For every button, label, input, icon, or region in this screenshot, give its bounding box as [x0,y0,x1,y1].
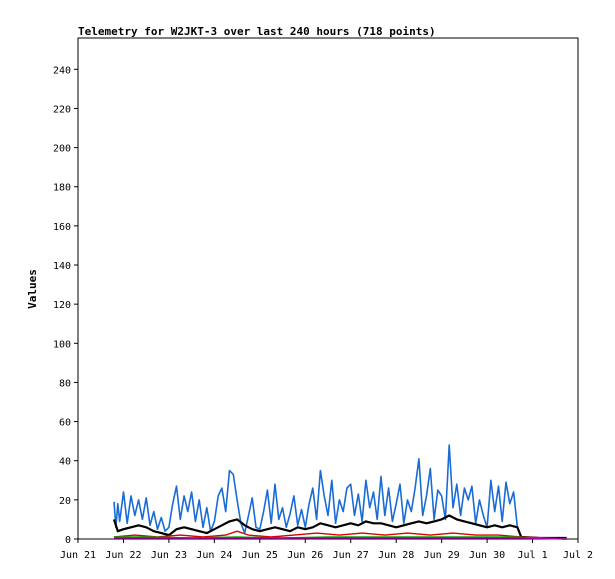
x-tick-label: Jun 22 [105,550,141,561]
y-tick-label: 100 [53,339,71,350]
x-tick-label: Jun 29 [424,550,460,561]
y-tick-label: 120 [53,300,71,311]
x-tick-label: Jun 27 [333,550,369,561]
x-tick-label: Jun 23 [151,550,187,561]
y-tick-label: 60 [59,418,71,429]
y-tick-label: 200 [53,144,71,155]
y-tick-label: 240 [53,65,71,76]
x-tick-label: Jun 28 [378,550,414,561]
x-tick-label: Jun 30 [469,550,505,561]
x-tick-label: Jul 2 [563,550,593,561]
y-tick-label: 0 [65,535,71,546]
plot-area [77,37,579,540]
x-tick-label: Jun 24 [196,550,232,561]
series-line-1 [113,444,567,539]
x-tick-label: Jun 25 [242,550,278,561]
series-layer [112,444,567,540]
x-tick-label: Jul 1 [517,550,547,561]
y-axis-label: Values [26,269,39,309]
series-line-3 [113,530,567,540]
series-line-2 [112,514,567,540]
chart-title: Telemetry for W2JKT-3 over last 240 hour… [78,25,436,38]
y-tick-label: 80 [59,378,71,389]
x-tick-label: Jun 21 [60,550,96,561]
x-tick-label: Jun 26 [287,550,323,561]
y-tick-label: 180 [53,183,71,194]
y-tick-label: 20 [59,496,71,507]
series-line-5 [114,537,567,540]
y-axis: 0 20 40 60 80 100 120 140 160 180 200 220 240 [53,65,78,546]
y-tick-label: 220 [53,104,71,115]
y-tick-label: 160 [53,222,71,233]
x-axis: Jun 21 Jun 22 Jun 23 Jun 24 Jun 25 Jun 26 Jun … [60,539,593,561]
y-tick-label: 140 [53,261,71,272]
y-tick-label: 40 [59,457,71,468]
